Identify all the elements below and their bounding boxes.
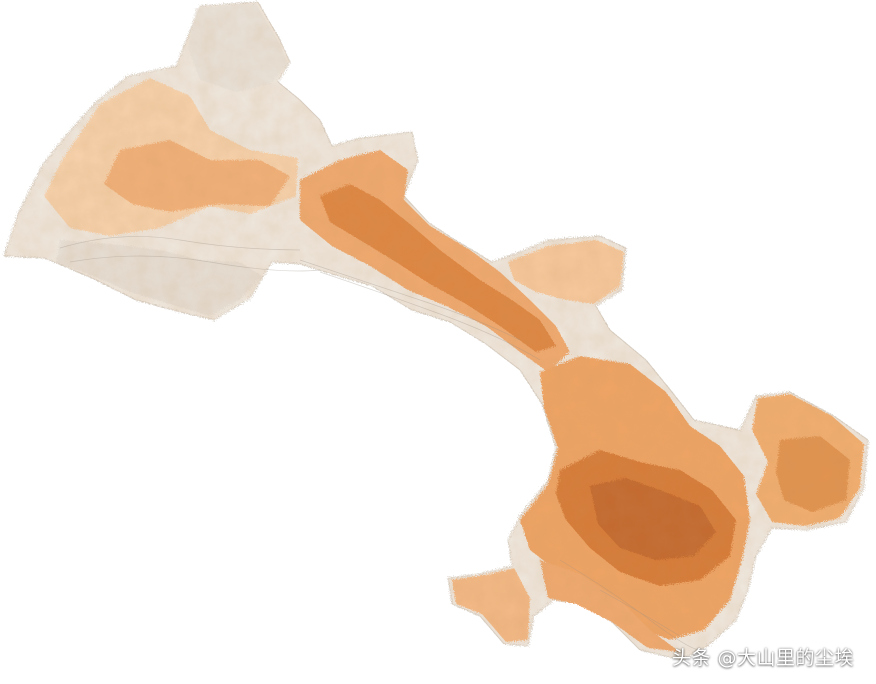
relief-line: [599, 589, 681, 637]
relief-line: [59, 236, 301, 251]
relief-line: [299, 259, 521, 341]
relief-line: [319, 271, 541, 361]
watermark-text: 头条 @大山里的尘埃: [671, 647, 854, 669]
relief-line: [559, 559, 701, 651]
relief-line: [69, 255, 321, 272]
